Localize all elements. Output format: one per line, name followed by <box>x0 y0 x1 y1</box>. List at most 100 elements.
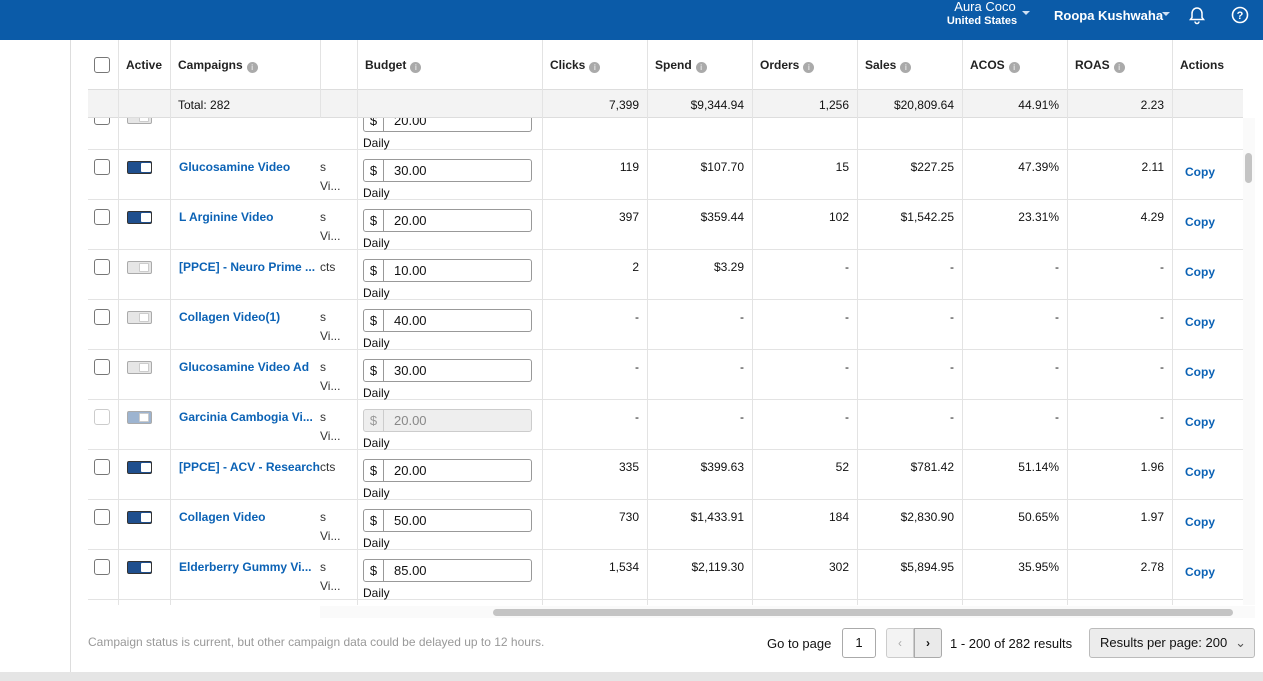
column-divider <box>752 500 753 550</box>
column-header[interactable]: ACOS i <box>970 58 1020 73</box>
account-region[interactable]: United States <box>946 15 1018 27</box>
info-icon[interactable]: i <box>1008 62 1020 73</box>
cell-spend: - <box>740 310 744 324</box>
info-icon[interactable]: i <box>695 62 707 73</box>
column-header[interactable]: Actions <box>1180 58 1224 72</box>
row-checkbox[interactable] <box>94 118 110 125</box>
page-input[interactable]: 1 <box>842 628 876 658</box>
column-divider <box>752 550 753 600</box>
info-icon[interactable]: i <box>246 62 258 73</box>
campaign-name[interactable]: Collagen Video(1) <box>179 310 281 324</box>
active-toggle <box>127 411 152 424</box>
budget-input[interactable]: $30.00 <box>363 159 532 182</box>
row-checkbox[interactable] <box>94 459 110 475</box>
copy-action[interactable]: Copy <box>1185 215 1215 229</box>
column-divider <box>118 600 119 605</box>
row-checkbox[interactable] <box>94 259 110 275</box>
copy-action[interactable]: Copy <box>1185 465 1215 479</box>
budget-input[interactable]: $85.00 <box>363 559 532 582</box>
active-toggle[interactable] <box>127 311 152 324</box>
budget-value: 40.00 <box>394 313 427 328</box>
column-header[interactable]: Sales i <box>865 58 912 73</box>
column-header[interactable]: Active <box>126 58 162 72</box>
info-icon[interactable]: i <box>410 62 422 73</box>
active-toggle[interactable] <box>127 361 152 374</box>
copy-action[interactable]: Copy <box>1185 415 1215 429</box>
copy-action[interactable]: Copy <box>1185 565 1215 579</box>
column-divider <box>542 550 543 600</box>
info-icon[interactable]: i <box>589 62 601 73</box>
horizontal-scrollbar[interactable] <box>320 606 1255 618</box>
copy-action[interactable]: Copy <box>1185 365 1215 379</box>
active-toggle[interactable] <box>127 461 152 474</box>
budget-input[interactable]: $40.00 <box>363 309 532 332</box>
currency-symbol: $ <box>364 460 384 481</box>
copy-action[interactable]: Copy <box>1185 265 1215 279</box>
column-header[interactable]: Orders i <box>760 58 815 73</box>
info-icon[interactable]: i <box>900 62 912 73</box>
active-toggle[interactable] <box>127 511 152 524</box>
column-header[interactable]: Spend i <box>655 58 707 73</box>
panel-border <box>70 40 71 672</box>
row-checkbox[interactable] <box>94 159 110 175</box>
budget-input[interactable]: $10.00 <box>363 259 532 282</box>
campaign-name[interactable]: [PPCE] - Neuro Prime ... <box>179 260 316 274</box>
column-divider <box>1067 118 1068 150</box>
campaign-name[interactable]: Glucosamine Video <box>179 160 291 174</box>
info-icon[interactable]: i <box>1113 62 1125 73</box>
column-header[interactable]: ROAS i <box>1075 58 1125 73</box>
campaign-name[interactable]: L Arginine Video <box>179 210 274 224</box>
campaign-name[interactable]: [PPCE] - ACV - Research <box>179 460 320 474</box>
copy-action[interactable]: Copy <box>1185 315 1215 329</box>
account-name[interactable]: Aura Coco <box>954 0 1016 14</box>
prev-page-button[interactable]: ‹ <box>886 628 914 658</box>
column-divider <box>542 450 543 500</box>
budget-input[interactable]: $20.00 <box>363 459 532 482</box>
budget-period: Daily <box>363 136 390 150</box>
campaign-type: Vi... <box>320 179 341 193</box>
budget-input[interactable]: $20.00 <box>363 209 532 232</box>
toggle-knob <box>141 213 151 222</box>
row-checkbox[interactable] <box>94 209 110 225</box>
campaign-name[interactable]: Garcinia Cambogia Vi... <box>179 410 313 424</box>
row-checkbox[interactable] <box>94 309 110 325</box>
budget-input[interactable]: $20.00 <box>363 118 532 132</box>
active-toggle[interactable] <box>127 261 152 274</box>
campaign-name[interactable]: Glucosamine Video Ad <box>179 360 310 374</box>
results-range: 1 - 200 of 282 results <box>950 636 1073 651</box>
active-toggle[interactable] <box>127 161 152 174</box>
row <box>88 450 1243 500</box>
select-all-checkbox[interactable] <box>94 57 110 73</box>
column-header[interactable]: Budget i <box>365 58 422 73</box>
row-checkbox[interactable] <box>94 359 110 375</box>
info-icon[interactable]: i <box>803 62 815 73</box>
vertical-scrollbar[interactable] <box>1243 118 1255 605</box>
column-divider <box>1172 450 1173 500</box>
copy-action[interactable]: Copy <box>1185 515 1215 529</box>
column-header[interactable]: Campaigns i <box>178 58 258 73</box>
budget-input[interactable]: $50.00 <box>363 509 532 532</box>
column-header-label: Spend <box>655 58 692 72</box>
notifications-icon[interactable] <box>1187 5 1207 25</box>
budget-input[interactable]: $30.00 <box>363 359 532 382</box>
campaign-name[interactable]: Elderberry Gummy Vi... <box>179 560 312 574</box>
column-divider <box>752 250 753 300</box>
active-toggle[interactable] <box>127 561 152 574</box>
active-toggle[interactable] <box>127 118 152 124</box>
budget-period: Daily <box>363 386 390 400</box>
user-name[interactable]: Roopa Kushwaha <box>1054 8 1164 23</box>
cell-orders: - <box>845 310 849 324</box>
row-checkbox[interactable] <box>94 559 110 575</box>
next-page-button[interactable]: › <box>914 628 942 658</box>
results-per-page[interactable]: Results per page: 200 ⌄ <box>1089 628 1255 658</box>
row-checkbox[interactable] <box>94 509 110 525</box>
campaign-name[interactable]: Collagen Video <box>179 510 266 524</box>
help-icon[interactable]: ? <box>1230 5 1250 25</box>
column-divider <box>857 400 858 450</box>
budget-period: Daily <box>363 336 390 350</box>
active-toggle[interactable] <box>127 211 152 224</box>
copy-action[interactable]: Copy <box>1185 165 1215 179</box>
column-header[interactable]: Clicks i <box>550 58 601 73</box>
budget-value: 20.00 <box>394 118 427 128</box>
column-divider <box>1067 250 1068 300</box>
